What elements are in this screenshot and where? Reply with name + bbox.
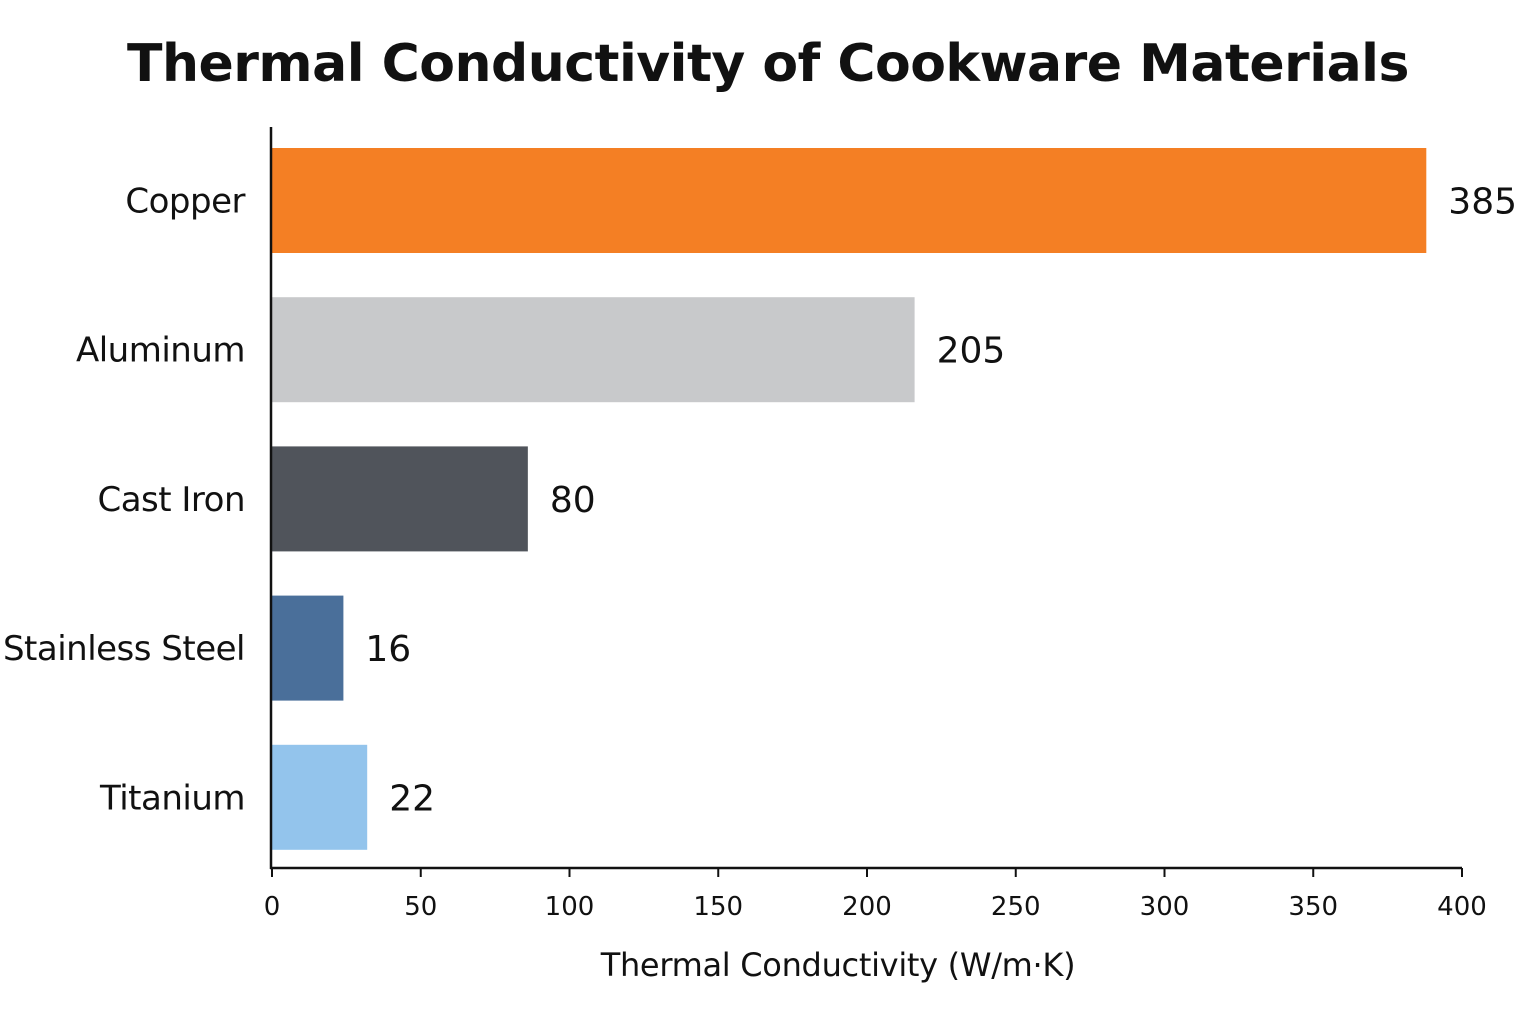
x-tick-label-100: 100 [545, 892, 595, 922]
value-label-stainless-steel: 16 [365, 629, 411, 670]
value-label-titanium: 22 [389, 778, 435, 819]
x-tick-label-50: 50 [404, 892, 437, 922]
category-label-aluminum: Aluminum [76, 331, 245, 371]
x-tick-label-350: 350 [1288, 892, 1338, 922]
bar-aluminum [272, 297, 915, 403]
value-label-cast-iron: 80 [550, 480, 596, 521]
x-tick-label-250: 250 [991, 892, 1041, 922]
x-tick-label-300: 300 [1140, 892, 1190, 922]
category-label-copper: Copper [125, 182, 245, 222]
chart-title: Thermal Conductivity of Cookware Materia… [127, 34, 1409, 94]
bar-copper [272, 148, 1427, 253]
x-axis-title: Thermal Conductivity (W/m·K) [600, 946, 1076, 984]
bar-stainless-steel [272, 595, 344, 701]
x-tick-label-0: 0 [264, 892, 281, 922]
x-tick-label-400: 400 [1437, 892, 1487, 922]
category-label-cast-iron: Cast Iron [97, 480, 245, 520]
x-tick-label-150: 150 [693, 892, 743, 922]
bar-cast-iron [272, 446, 528, 552]
bar-titanium [272, 744, 368, 850]
value-label-aluminum: 205 [937, 331, 1006, 372]
category-label-stainless-steel: Stainless Steel [3, 629, 245, 669]
category-label-titanium: Titanium [99, 778, 245, 818]
value-label-copper: 385 [1448, 182, 1517, 223]
x-tick-label-200: 200 [842, 892, 892, 922]
